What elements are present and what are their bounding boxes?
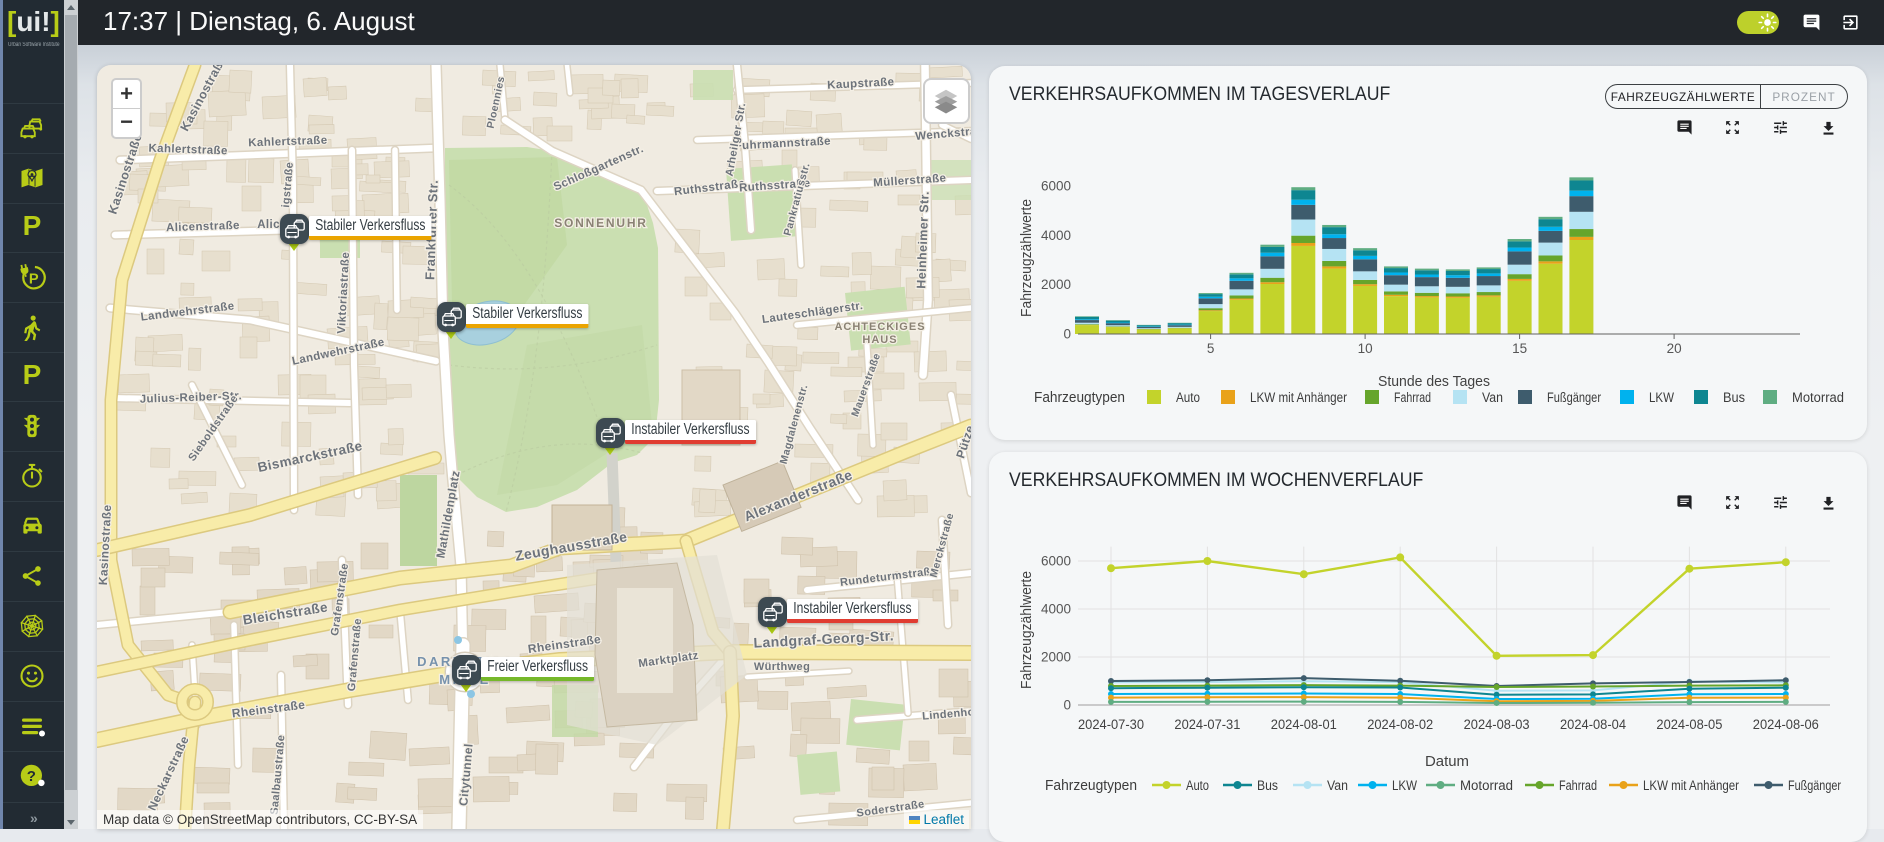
svg-text:2024-08-05: 2024-08-05 — [1656, 717, 1722, 732]
svg-text:LKW mit Anhänger: LKW mit Anhänger — [1250, 390, 1347, 405]
svg-text:SONNENUHR: SONNENUHR — [554, 216, 648, 230]
svg-text:Würthweg: Würthweg — [754, 661, 810, 673]
svg-text:2024-07-30: 2024-07-30 — [1078, 717, 1144, 732]
svg-text:Motorrad: Motorrad — [1792, 390, 1844, 405]
svg-text:P: P — [29, 271, 39, 287]
svg-text:HAUS: HAUS — [862, 334, 897, 346]
svg-text:Fahrrad: Fahrrad — [1394, 390, 1431, 405]
svg-text:4000: 4000 — [1041, 228, 1071, 243]
svg-text:?: ? — [27, 768, 36, 785]
svg-text:2024-08-03: 2024-08-03 — [1464, 717, 1530, 732]
svg-text:Van: Van — [1327, 778, 1348, 793]
svg-text:Auto: Auto — [1186, 778, 1209, 793]
svg-text:2024-08-06: 2024-08-06 — [1753, 717, 1819, 732]
svg-text:6000: 6000 — [1041, 178, 1071, 193]
svg-text:Bus: Bus — [1723, 390, 1745, 405]
svg-text:Bus: Bus — [1257, 778, 1278, 793]
svg-text:Fahrzeugzählwerte: Fahrzeugzählwerte — [1018, 571, 1035, 689]
svg-text:Fahrzeugtypen: Fahrzeugtypen — [1045, 778, 1137, 794]
svg-text:2000: 2000 — [1041, 277, 1071, 292]
svg-text:0: 0 — [1063, 698, 1071, 713]
svg-text:5: 5 — [1207, 341, 1215, 356]
svg-text:Stunde des Tages: Stunde des Tages — [1378, 373, 1490, 390]
svg-text:2000: 2000 — [1041, 650, 1071, 665]
svg-text:2024-08-02: 2024-08-02 — [1367, 717, 1433, 732]
svg-text:20: 20 — [1667, 341, 1682, 356]
svg-text:4000: 4000 — [1041, 602, 1071, 617]
svg-text:2024-08-01: 2024-08-01 — [1271, 717, 1337, 732]
svg-text:15: 15 — [1512, 341, 1527, 356]
svg-text:Fahrrad: Fahrrad — [1559, 778, 1597, 793]
svg-text:ACHTECKIGES: ACHTECKIGES — [834, 321, 925, 333]
svg-text:2024-07-31: 2024-07-31 — [1174, 717, 1240, 732]
svg-text:Van: Van — [1482, 390, 1503, 405]
svg-text:LKW: LKW — [1392, 778, 1417, 793]
svg-text:Auto: Auto — [1176, 390, 1200, 405]
svg-text:2024-08-04: 2024-08-04 — [1560, 717, 1626, 732]
svg-text:10: 10 — [1358, 341, 1373, 356]
svg-text:LKW: LKW — [1649, 390, 1674, 405]
svg-text:6000: 6000 — [1041, 554, 1071, 569]
svg-text:LKW mit Anhänger: LKW mit Anhänger — [1643, 778, 1739, 793]
svg-text:Datum: Datum — [1425, 753, 1469, 770]
svg-text:0: 0 — [1063, 327, 1071, 342]
svg-text:Fahrzeugzählwerte: Fahrzeugzählwerte — [1018, 199, 1035, 317]
svg-text:Fußgänger: Fußgänger — [1547, 390, 1601, 405]
svg-text:Motorrad: Motorrad — [1460, 778, 1513, 793]
svg-text:Fußgänger: Fußgänger — [1788, 778, 1841, 793]
svg-text:Fahrzeugtypen: Fahrzeugtypen — [1034, 390, 1125, 406]
